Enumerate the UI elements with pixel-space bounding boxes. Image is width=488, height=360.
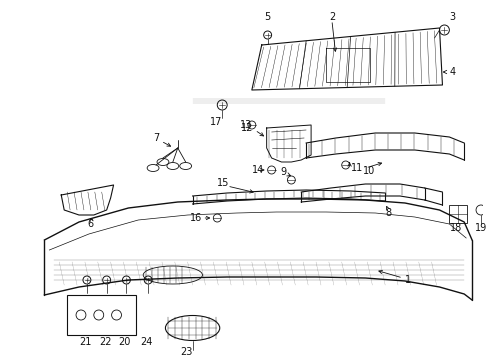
Text: 16: 16: [189, 213, 202, 223]
Text: 3: 3: [448, 12, 454, 22]
Text: 2: 2: [328, 12, 334, 22]
Text: 12: 12: [241, 123, 253, 133]
Text: 23: 23: [181, 347, 193, 357]
Text: 17: 17: [210, 117, 223, 127]
Text: 8: 8: [385, 208, 390, 218]
Text: 7: 7: [153, 133, 159, 143]
Text: 9: 9: [280, 167, 286, 177]
Text: 1: 1: [404, 275, 410, 285]
Text: 11: 11: [350, 163, 362, 173]
Text: 15: 15: [217, 178, 229, 188]
Text: 10: 10: [363, 166, 375, 176]
Bar: [67, 295, 136, 335]
Text: 19: 19: [474, 223, 487, 233]
Text: 6: 6: [87, 219, 93, 229]
Bar: [448, 205, 466, 223]
Text: 13: 13: [240, 120, 252, 130]
Text: 18: 18: [449, 223, 462, 233]
Text: 14: 14: [251, 165, 264, 175]
Text: 5: 5: [264, 12, 270, 22]
Text: 22: 22: [99, 337, 111, 347]
Text: 20: 20: [118, 337, 131, 347]
Text: 4: 4: [448, 67, 454, 77]
Text: 21: 21: [79, 337, 91, 347]
Text: 24: 24: [140, 337, 152, 347]
